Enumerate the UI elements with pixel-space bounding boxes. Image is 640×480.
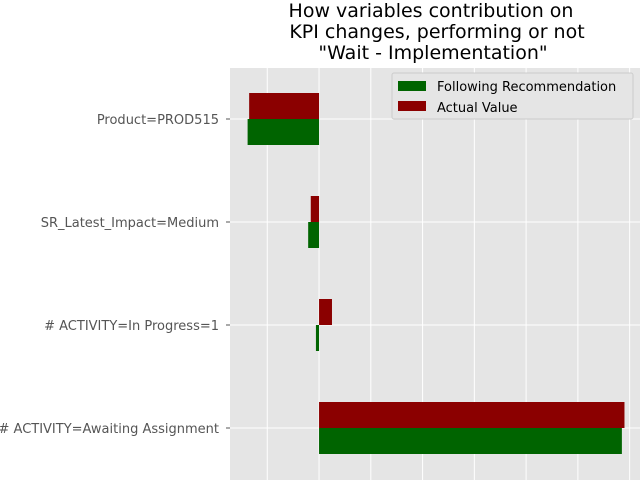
- bar-actual-value: [310, 196, 320, 222]
- legend-box: [391, 72, 634, 120]
- title-line-3: "Wait - Implementation": [318, 42, 547, 64]
- y-tick-label: Product=PROD515: [97, 113, 219, 128]
- chart-title: How variables contribution on KPI change…: [289, 0, 585, 64]
- legend-swatch-following-recommendation: [398, 81, 426, 91]
- bar-actual-value: [319, 299, 332, 325]
- y-tick-label: # ACTIVITY=In Progress=1: [44, 319, 219, 334]
- bar-following-recommendation: [319, 428, 622, 454]
- legend-label-following-recommendation: Following Recommendation: [437, 80, 616, 95]
- legend: Following Recommendation Actual Value: [391, 72, 634, 120]
- y-axis-ticks: Product=PROD515 SR_Latest_Impact=Medium # …: [0, 113, 230, 437]
- title-line-1: How variables contribution on: [289, 0, 574, 22]
- bar-following-recommendation: [308, 222, 320, 248]
- legend-swatch-actual-value: [398, 101, 426, 111]
- y-tick-label: SR_Latest_Impact=Medium: [41, 216, 219, 231]
- y-tick-label: # ACTIVITY=Awaiting Assignment: [0, 422, 219, 437]
- title-line-2: KPI changes, performing or not: [289, 21, 584, 43]
- bar-actual-value: [319, 402, 625, 428]
- bars: [247, 93, 625, 454]
- bar-actual-value: [249, 93, 320, 119]
- bar-following-recommendation: [247, 119, 320, 145]
- bar-following-recommendation: [315, 325, 320, 351]
- legend-label-actual-value: Actual Value: [437, 101, 518, 116]
